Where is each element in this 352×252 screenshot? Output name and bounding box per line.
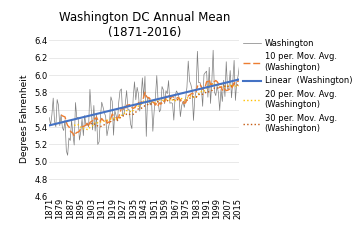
Legend: Washington, 10 per. Mov. Avg.
(Washington), Linear  (Washington), 20 per. Mov. A: Washington, 10 per. Mov. Avg. (Washingto…	[241, 37, 352, 135]
Title: Washington DC Annual Mean
(1871-2016): Washington DC Annual Mean (1871-2016)	[59, 11, 230, 39]
Y-axis label: Degrees Fahrenheit: Degrees Fahrenheit	[20, 74, 29, 163]
